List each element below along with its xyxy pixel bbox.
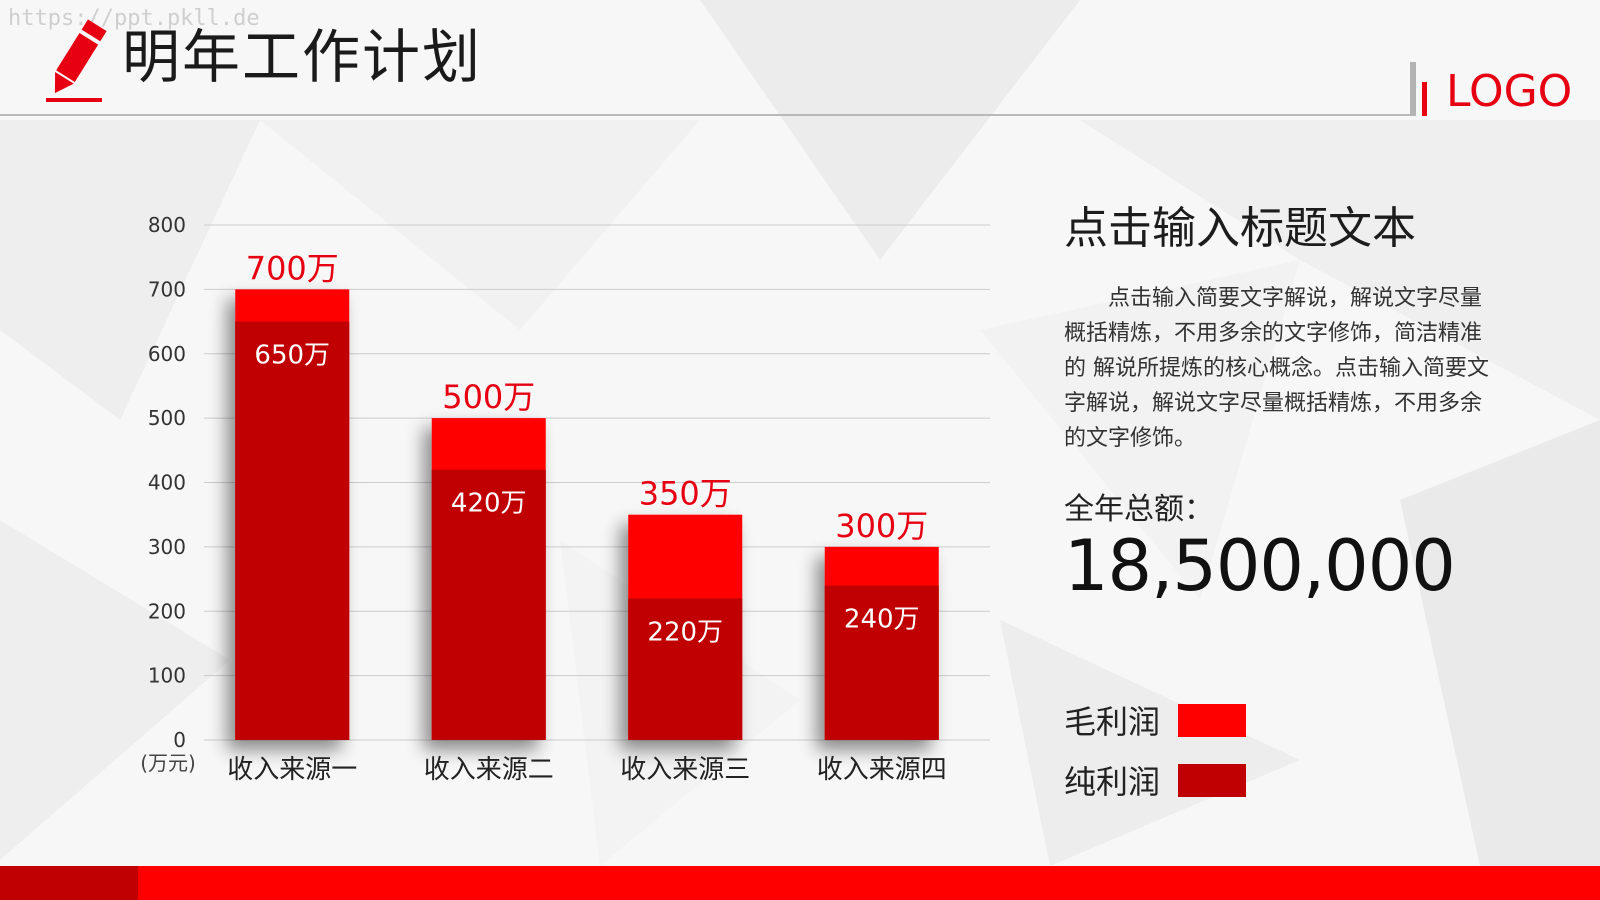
page-title: 明年工作计划 xyxy=(122,23,483,91)
bar-chart-svg: 0 100 200 300 400 500 600 700 800 700万 650万 500万 42… xyxy=(140,213,990,785)
legend-swatch-gross xyxy=(1178,703,1246,737)
data-label-net: 650万 xyxy=(254,341,330,371)
logo: LOGO xyxy=(1446,66,1573,117)
bar-chart: 0 100 200 300 400 500 600 700 800 700万 650万 500万 42… xyxy=(130,200,1010,800)
side-panel: 点击输入标题文本 点击输入简要文字解说，解说文字尽量概括精炼，不用多余的文字修饰… xyxy=(1064,200,1504,605)
side-description: 点击输入简要文字解说，解说文字尽量概括精炼，不用多余的文字修饰，简洁精准的 解说… xyxy=(1064,285,1489,451)
footer-bar xyxy=(0,866,1600,900)
x-tick-label: 收入来源一 xyxy=(227,755,357,785)
y-tick-label: 400 xyxy=(148,471,186,495)
chart-y-ticks: 0 100 200 300 400 500 600 700 800 xyxy=(148,213,186,752)
bar-net xyxy=(431,469,546,740)
footer-bar-accent xyxy=(0,866,138,900)
x-tick-label: 收入来源二 xyxy=(424,755,554,785)
data-label-net: 220万 xyxy=(647,617,723,647)
watermark-url: https://ppt.pkll.de xyxy=(8,6,260,31)
data-label-gross: 700万 xyxy=(246,249,339,287)
pencil-icon xyxy=(46,19,107,102)
legend-item-gross: 毛利润 xyxy=(1064,690,1246,750)
data-label-gross: 300万 xyxy=(835,507,928,545)
chart-x-ticks: 收入来源一 收入来源二 收入来源三 收入来源四 xyxy=(227,755,947,785)
chart-bars xyxy=(235,289,939,740)
logo-divider-grey xyxy=(1410,62,1416,116)
data-label-net: 420万 xyxy=(451,489,527,519)
data-label-net: 240万 xyxy=(844,605,920,635)
y-tick-label: 100 xyxy=(148,664,186,688)
legend-label-gross: 毛利润 xyxy=(1064,703,1161,741)
total-label: 全年总额： xyxy=(1064,491,1214,527)
bar-group xyxy=(431,418,546,740)
y-tick-label: 800 xyxy=(148,213,186,237)
bar-net xyxy=(824,585,939,740)
chart-legend: 毛利润 纯利润 xyxy=(1064,690,1246,810)
x-tick-label: 收入来源四 xyxy=(817,755,947,785)
bar-net xyxy=(628,598,743,740)
y-tick-label: 300 xyxy=(148,535,186,559)
side-title: 点击输入标题文本 xyxy=(1064,203,1416,254)
total-value: 18,500,000 xyxy=(1064,524,1456,607)
chart-data-labels: 700万 650万 500万 420万 350万 220万 300万 240万 xyxy=(246,249,929,647)
y-tick-label: 0 xyxy=(173,728,186,752)
bar-net xyxy=(235,321,350,740)
bar-group xyxy=(235,289,350,740)
x-tick-label: 收入来源三 xyxy=(620,755,750,785)
bar-group xyxy=(628,514,743,740)
legend-swatch-net xyxy=(1178,763,1246,797)
legend-item-net: 纯利润 xyxy=(1064,750,1246,810)
y-tick-label: 500 xyxy=(148,406,186,430)
bar-group xyxy=(824,546,939,740)
data-label-gross: 500万 xyxy=(442,378,535,416)
legend-label-net: 纯利润 xyxy=(1064,763,1161,801)
data-label-gross: 350万 xyxy=(639,475,732,513)
y-tick-label: 700 xyxy=(148,277,186,301)
logo-divider-red xyxy=(1422,82,1427,116)
title-divider xyxy=(0,114,1412,116)
y-axis-unit-label: (万元) xyxy=(140,751,196,775)
y-tick-label: 200 xyxy=(148,599,186,623)
y-tick-label: 600 xyxy=(148,342,186,366)
